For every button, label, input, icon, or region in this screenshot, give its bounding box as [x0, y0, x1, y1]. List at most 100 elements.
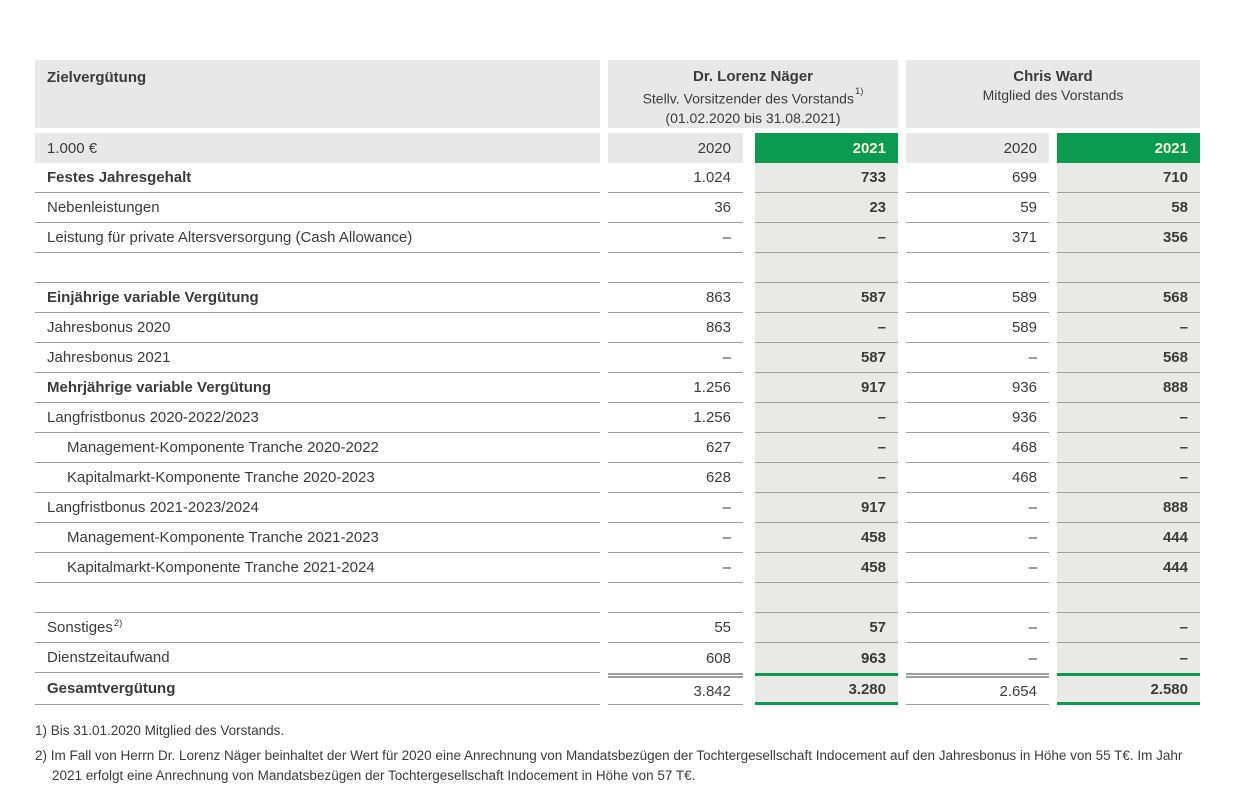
table-row: Langfristbonus 2020-2022/2023 1.256 – 93… — [35, 403, 1200, 433]
row-label: Einjährige variable Vergütung — [35, 283, 600, 313]
spacer-cell — [755, 253, 898, 283]
value-naeger-2021: – — [755, 433, 898, 463]
value-naeger-2020: 608 — [705, 649, 731, 667]
value-ward-2020: – — [906, 613, 1049, 643]
row-label: Mehrjährige variable Vergütung — [35, 373, 600, 403]
value-ward-2021: 444 — [1057, 553, 1200, 583]
value-ward-2021: 888 — [1057, 373, 1200, 403]
value-ward-2020: 59 — [906, 193, 1049, 223]
table-row: Dienstzeitaufwand 608 963 – – — [35, 643, 1200, 673]
person-header-naeger: Dr. Lorenz Näger Stellv. Vorsitzender de… — [608, 60, 898, 128]
value-naeger-2020: 1.024 — [608, 163, 743, 193]
table-row: Einjährige variable Vergütung 863 587 58… — [35, 283, 1200, 313]
value-ward-2021: 710 — [1057, 163, 1200, 193]
table-spacer-row — [35, 583, 1200, 613]
spacer-cell — [1057, 583, 1200, 613]
row-label: Nebenleistungen — [35, 193, 600, 223]
value-ward-2020: 371 — [906, 223, 1049, 253]
value-naeger-2020: – — [608, 223, 743, 253]
value-ward-2020: 589 — [906, 283, 1049, 313]
table-row: Langfristbonus 2021-2023/2024 – 917 – 88… — [35, 493, 1200, 523]
row-label: Langfristbonus 2020-2022/2023 — [35, 403, 600, 433]
value-naeger-2021: 23 — [755, 193, 898, 223]
compensation-table: Zielvergütung Dr. Lorenz Näger Stellv. V… — [35, 60, 1200, 791]
person-header-ward: Chris Ward Mitglied des Vorstands — [906, 60, 1200, 128]
value-ward-2020: – — [906, 523, 1049, 553]
value-naeger-2021: 57 — [755, 613, 898, 643]
value-ward-2020: – — [906, 343, 1049, 373]
spacer-cell — [906, 253, 1049, 283]
value-ward-2021: – — [1057, 433, 1200, 463]
value-naeger-2020: 1.256 — [608, 403, 743, 433]
table-row: Leistung für private Altersversorgung (C… — [35, 223, 1200, 253]
person-period: (01.02.2020 bis 31.08.2021) — [665, 109, 841, 126]
table-row: Kapitalmarkt-Komponente Tranche 2020-202… — [35, 463, 1200, 493]
row-label: Festes Jahresgehalt — [35, 163, 600, 193]
value-ward-2021: – — [1057, 403, 1200, 433]
value-ward-2020: 468 — [906, 433, 1049, 463]
row-label: Kapitalmarkt-Komponente Tranche 2021-202… — [35, 553, 600, 583]
value-naeger-2021: 917 — [755, 493, 898, 523]
value-ward-2020: – — [906, 493, 1049, 523]
row-label: Gesamtvergütung — [35, 673, 600, 705]
spacer-cell — [755, 583, 898, 613]
value-ward-2021: 888 — [1057, 493, 1200, 523]
value-ward-2021: – — [1057, 643, 1200, 673]
value-ward-2020: 589 — [906, 313, 1049, 343]
value-ward-2021: 568 — [1057, 343, 1200, 373]
value-ward-2021: – — [1057, 613, 1200, 643]
table-row: Management-Komponente Tranche 2021-2023 … — [35, 523, 1200, 553]
row-label: Management-Komponente Tranche 2021-2023 — [35, 523, 600, 553]
row-label: Sonstiges 2) — [35, 613, 600, 643]
table-header-row: Zielvergütung Dr. Lorenz Näger Stellv. V… — [35, 60, 1200, 128]
row-label: Management-Komponente Tranche 2020-2022 — [35, 433, 600, 463]
value-naeger-2021: – — [755, 463, 898, 493]
footnote-2: 2) Im Fall von Herrn Dr. Lorenz Näger be… — [35, 748, 1183, 783]
spacer-cell — [608, 583, 743, 613]
row-label: Jahresbonus 2020 — [35, 313, 600, 343]
value-ward-2021: – — [1057, 313, 1200, 343]
value-naeger-2021: 587 — [755, 343, 898, 373]
value-naeger-2020: 628 — [608, 463, 743, 493]
year-header-ward-2021: 2021 — [1057, 133, 1200, 163]
row-label: Dienstzeitaufwand — [35, 643, 600, 673]
year-header-naeger-2021: 2021 — [755, 133, 898, 163]
value-ward-2020: 936 — [906, 403, 1049, 433]
person-role: Stellv. Vorsitzender des Vorstands1) — [642, 86, 864, 107]
value-naeger-2020: 863 — [608, 283, 743, 313]
year-header-ward-2020: 2020 — [906, 133, 1049, 163]
year-header-naeger-2020: 2020 — [608, 133, 743, 163]
value-naeger-2021: 3.280 — [755, 673, 898, 705]
value-naeger-2020: 55 — [608, 613, 743, 643]
value-ward-2021: 568 — [1057, 283, 1200, 313]
value-ward-2021: – — [1057, 463, 1200, 493]
person-name: Dr. Lorenz Näger — [692, 68, 814, 85]
value-naeger-2021: – — [755, 403, 898, 433]
spacer-cell — [608, 253, 743, 283]
spacer-cell — [906, 583, 1049, 613]
value-ward-2021: 356 — [1057, 223, 1200, 253]
value-naeger-2021: 733 — [755, 163, 898, 193]
table-row: Sonstiges 2) 55 57 – – — [35, 613, 1200, 643]
value-naeger-2021: 917 — [755, 373, 898, 403]
value-naeger-2020: 863 — [608, 313, 743, 343]
value-naeger-2020: 627 — [608, 433, 743, 463]
value-naeger-2021: – — [755, 223, 898, 253]
spacer-cell — [1057, 253, 1200, 283]
row-label: Jahresbonus 2021 — [35, 343, 600, 373]
table-title: Zielvergütung — [35, 60, 600, 128]
value-naeger-2020: – — [608, 493, 743, 523]
person-role: Mitglied des Vorstands — [982, 87, 1124, 103]
row-label: Langfristbonus 2021-2023/2024 — [35, 493, 600, 523]
value-naeger-2021: 458 — [755, 553, 898, 583]
row-label: Leistung für private Altersversorgung (C… — [35, 223, 600, 253]
spacer-cell — [35, 253, 600, 283]
unit-label: 1.000 € — [35, 133, 600, 163]
value-ward-2021: 444 — [1057, 523, 1200, 553]
spacer-cell — [35, 583, 600, 613]
value-ward-2020: 936 — [906, 373, 1049, 403]
year-header-row: 1.000 € 2020 2021 2020 2021 — [35, 133, 1200, 163]
row-label: Kapitalmarkt-Komponente Tranche 2020-202… — [35, 463, 600, 493]
table-spacer-row — [35, 253, 1200, 283]
value-naeger-2020: 1.256 — [608, 373, 743, 403]
